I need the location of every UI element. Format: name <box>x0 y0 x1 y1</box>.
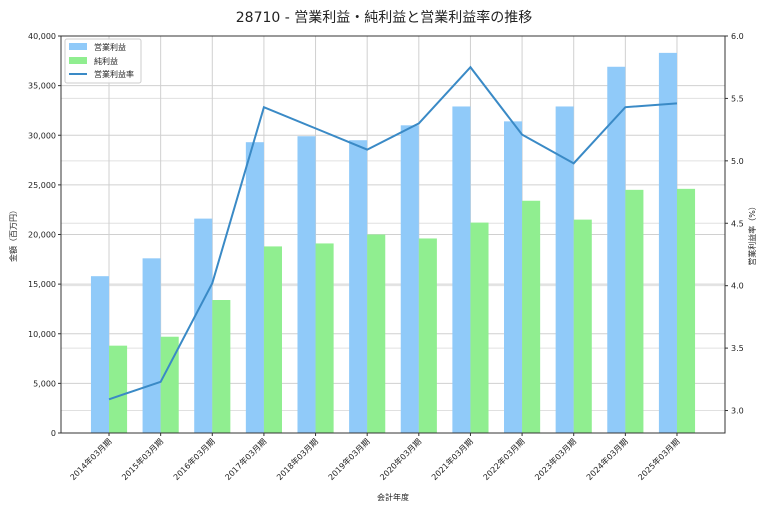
x-tick-label: 2016年03月期 <box>171 436 217 482</box>
y-right-tick-label: 3.5 <box>731 344 744 353</box>
bar-operating-profit <box>91 276 109 433</box>
y-tick-label: 5,000 <box>33 379 56 388</box>
y-axis-right: 3.0 3.5 4.0 4.5 5.0 5.5 6.0 <box>725 32 744 416</box>
bar-net-profit <box>574 220 592 433</box>
y-right-tick-label: 5.5 <box>731 94 744 103</box>
legend: 営業利益 純利益 営業利益率 <box>65 39 141 83</box>
y-tick-label: 40,000 <box>28 32 56 41</box>
bar-operating-profit <box>607 67 625 433</box>
chart-title: 28710 - 営業利益・純利益と営業利益率の推移 <box>236 9 533 26</box>
x-tick-label: 2015年03月期 <box>119 436 165 482</box>
x-tick-label: 2025年03月期 <box>636 436 682 482</box>
y-tick-label: 35,000 <box>28 82 56 91</box>
bar-net-profit <box>419 238 437 433</box>
y-axis-left: 0 5,000 10,000 15,000 20,000 25,000 30,000 35,0… <box>28 32 61 438</box>
y-tick-label: 30,000 <box>28 131 56 140</box>
y-right-tick-label: 5.0 <box>731 157 744 166</box>
y-tick-label: 25,000 <box>28 181 56 190</box>
x-tick-label: 2021年03月期 <box>429 436 475 482</box>
bar-net-profit <box>109 346 127 433</box>
y-axis-label: 金額（百万円） <box>8 206 18 262</box>
bars <box>91 53 695 433</box>
bar-net-profit <box>212 300 230 433</box>
legend-label-operating-profit: 営業利益 <box>94 42 126 52</box>
bar-net-profit <box>522 201 540 433</box>
bar-operating-profit <box>452 106 470 433</box>
y-tick-label: 10,000 <box>28 330 56 339</box>
bar-operating-profit <box>297 136 315 433</box>
legend-swatch-operating-profit <box>69 43 87 50</box>
x-tick-label: 2023年03月期 <box>532 436 578 482</box>
legend-label-margin: 営業利益率 <box>94 69 134 79</box>
y-tick-label: 0 <box>51 429 56 438</box>
x-tick-label: 2017年03月期 <box>223 436 269 482</box>
y-right-tick-label: 3.0 <box>731 407 744 416</box>
bar-operating-profit <box>401 125 419 433</box>
bar-net-profit <box>264 246 282 433</box>
bar-net-profit <box>625 190 643 433</box>
x-tick-label: 2018年03月期 <box>274 436 320 482</box>
y-right-tick-label: 4.5 <box>731 219 744 228</box>
bar-operating-profit <box>143 258 161 433</box>
x-tick-label: 2014年03月期 <box>68 436 114 482</box>
bar-operating-profit <box>504 121 522 433</box>
x-axis-label: 会計年度 <box>377 492 409 502</box>
y-axis-right-label: 営業利益率（%） <box>747 202 757 266</box>
bar-net-profit <box>316 243 334 433</box>
bar-operating-profit <box>659 53 677 433</box>
legend-label-net-profit: 純利益 <box>94 56 118 66</box>
bar-net-profit <box>470 223 488 433</box>
y-tick-label: 20,000 <box>28 231 56 240</box>
line-series <box>109 67 677 399</box>
y-right-tick-label: 4.0 <box>731 282 744 291</box>
x-tick-label: 2020年03月期 <box>378 436 424 482</box>
y-tick-label: 15,000 <box>28 280 56 289</box>
legend-swatch-net-profit <box>69 57 87 64</box>
x-tick-label: 2024年03月期 <box>584 436 630 482</box>
bar-operating-profit <box>246 142 264 433</box>
x-tick-label: 2019年03月期 <box>326 436 372 482</box>
bar-operating-profit <box>194 219 212 433</box>
bar-net-profit <box>367 235 385 434</box>
bar-operating-profit <box>349 140 367 433</box>
bar-net-profit <box>677 189 695 433</box>
x-tick-label: 2022年03月期 <box>481 436 527 482</box>
y-right-tick-label: 6.0 <box>731 32 744 41</box>
